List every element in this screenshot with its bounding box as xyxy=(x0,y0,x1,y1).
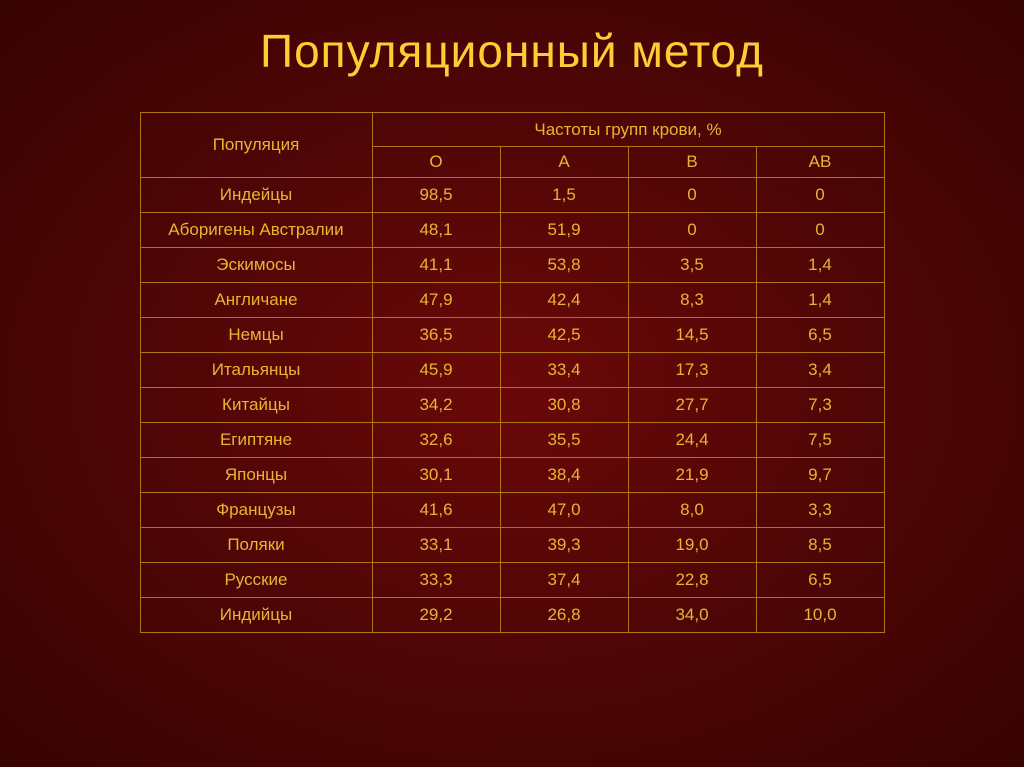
table-header-row-1: Популяция Частоты групп крови, % xyxy=(140,113,884,147)
table-cell: 98,5 xyxy=(372,178,500,213)
table-row: Египтяне32,635,524,47,5 xyxy=(140,423,884,458)
table-cell: 34,2 xyxy=(372,388,500,423)
row-label: Поляки xyxy=(140,528,372,563)
table-cell: 29,2 xyxy=(372,598,500,633)
table-row: Французы41,647,08,03,3 xyxy=(140,493,884,528)
header-col-b: B xyxy=(628,147,756,178)
row-label: Немцы xyxy=(140,318,372,353)
table-cell: 3,3 xyxy=(756,493,884,528)
table-row: Японцы30,138,421,99,7 xyxy=(140,458,884,493)
table-row: Аборигены Австралии48,151,900 xyxy=(140,213,884,248)
table-cell: 1,5 xyxy=(500,178,628,213)
table-cell: 35,5 xyxy=(500,423,628,458)
table-cell: 41,6 xyxy=(372,493,500,528)
table-cell: 38,4 xyxy=(500,458,628,493)
header-frequency: Частоты групп крови, % xyxy=(372,113,884,147)
row-label: Индийцы xyxy=(140,598,372,633)
row-label: Японцы xyxy=(140,458,372,493)
header-col-o: O xyxy=(372,147,500,178)
row-label: Французы xyxy=(140,493,372,528)
table-cell: 8,3 xyxy=(628,283,756,318)
table-cell: 1,4 xyxy=(756,248,884,283)
table-cell: 33,1 xyxy=(372,528,500,563)
row-label: Итальянцы xyxy=(140,353,372,388)
slide-title: Популяционный метод xyxy=(0,24,1024,78)
table-cell: 51,9 xyxy=(500,213,628,248)
table-cell: 0 xyxy=(756,213,884,248)
row-label: Индейцы xyxy=(140,178,372,213)
table-row: Итальянцы45,933,417,33,4 xyxy=(140,353,884,388)
table-cell: 17,3 xyxy=(628,353,756,388)
header-population: Популяция xyxy=(140,113,372,178)
header-col-a: A xyxy=(500,147,628,178)
table-cell: 36,5 xyxy=(372,318,500,353)
table-cell: 30,8 xyxy=(500,388,628,423)
table-cell: 42,4 xyxy=(500,283,628,318)
table-row: Поляки33,139,319,08,5 xyxy=(140,528,884,563)
table-cell: 42,5 xyxy=(500,318,628,353)
table-cell: 7,5 xyxy=(756,423,884,458)
table-cell: 0 xyxy=(628,178,756,213)
table-cell: 27,7 xyxy=(628,388,756,423)
table-cell: 8,0 xyxy=(628,493,756,528)
row-label: Аборигены Австралии xyxy=(140,213,372,248)
table-cell: 24,4 xyxy=(628,423,756,458)
table-row: Немцы36,542,514,56,5 xyxy=(140,318,884,353)
table-row: Англичане47,942,48,31,4 xyxy=(140,283,884,318)
table-cell: 6,5 xyxy=(756,318,884,353)
table-cell: 22,8 xyxy=(628,563,756,598)
table-cell: 6,5 xyxy=(756,563,884,598)
table-cell: 30,1 xyxy=(372,458,500,493)
header-col-ab: AB xyxy=(756,147,884,178)
table-cell: 14,5 xyxy=(628,318,756,353)
table-cell: 8,5 xyxy=(756,528,884,563)
table-row: Индейцы98,51,500 xyxy=(140,178,884,213)
table-cell: 34,0 xyxy=(628,598,756,633)
table-cell: 26,8 xyxy=(500,598,628,633)
table-cell: 7,3 xyxy=(756,388,884,423)
table-container: Популяция Частоты групп крови, % O A B A… xyxy=(0,112,1024,633)
table-cell: 0 xyxy=(628,213,756,248)
table-row: Русские33,337,422,86,5 xyxy=(140,563,884,598)
table-cell: 33,3 xyxy=(372,563,500,598)
table-cell: 33,4 xyxy=(500,353,628,388)
table-cell: 41,1 xyxy=(372,248,500,283)
table-cell: 0 xyxy=(756,178,884,213)
row-label: Египтяне xyxy=(140,423,372,458)
blood-group-table: Популяция Частоты групп крови, % O A B A… xyxy=(140,112,885,633)
slide: Популяционный метод Популяция Частоты гр… xyxy=(0,0,1024,767)
table-cell: 47,9 xyxy=(372,283,500,318)
table-row: Индийцы29,226,834,010,0 xyxy=(140,598,884,633)
table-cell: 9,7 xyxy=(756,458,884,493)
table-cell: 53,8 xyxy=(500,248,628,283)
table-cell: 48,1 xyxy=(372,213,500,248)
table-body: Индейцы98,51,500Аборигены Австралии48,15… xyxy=(140,178,884,633)
table-cell: 37,4 xyxy=(500,563,628,598)
table-cell: 3,5 xyxy=(628,248,756,283)
row-label: Англичане xyxy=(140,283,372,318)
table-cell: 19,0 xyxy=(628,528,756,563)
row-label: Русские xyxy=(140,563,372,598)
row-label: Китайцы xyxy=(140,388,372,423)
row-label: Эскимосы xyxy=(140,248,372,283)
table-cell: 3,4 xyxy=(756,353,884,388)
table-cell: 1,4 xyxy=(756,283,884,318)
table-cell: 45,9 xyxy=(372,353,500,388)
table-cell: 32,6 xyxy=(372,423,500,458)
table-cell: 47,0 xyxy=(500,493,628,528)
table-cell: 21,9 xyxy=(628,458,756,493)
table-cell: 39,3 xyxy=(500,528,628,563)
table-cell: 10,0 xyxy=(756,598,884,633)
table-row: Китайцы34,230,827,77,3 xyxy=(140,388,884,423)
table-row: Эскимосы41,153,83,51,4 xyxy=(140,248,884,283)
